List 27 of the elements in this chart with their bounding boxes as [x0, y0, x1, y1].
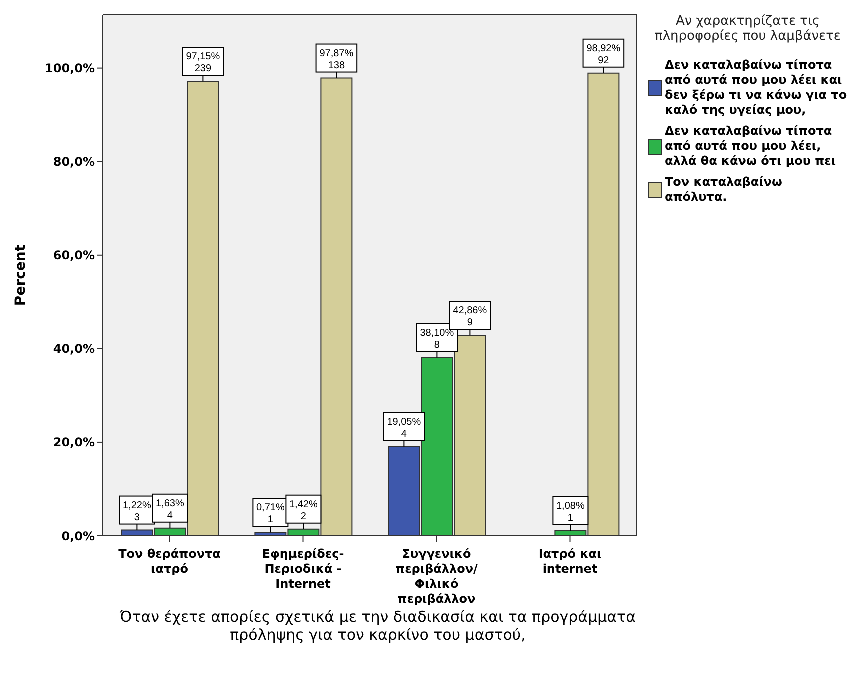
- y-tick-label: 60,0%: [53, 248, 95, 263]
- legend-label: Δεν καταλαβαίνω τίποτα από αυτά που μου λέει, αλλά θα κάνω ότι μου πει: [665, 124, 838, 169]
- legend-label: Τον καταλαβαίνω απόλυτα.: [665, 175, 784, 205]
- legend-label: Δεν καταλαβαίνω τίποτα από αυτά που μου λέει και δεν ξέρω τι να κάνω για το καλό της υγείας μου,: [665, 58, 848, 118]
- data-label: 98,92% 92: [586, 43, 621, 66]
- data-label: 1,63% 4: [156, 498, 184, 522]
- data-label: 19,05% 4: [387, 416, 422, 440]
- data-label: 1,42% 2: [290, 499, 318, 522]
- y-tick-label: 20,0%: [53, 436, 95, 450]
- data-label: 38,10% 8: [420, 328, 454, 351]
- y-axis-title: Percent: [12, 244, 29, 306]
- x-tick-label: Τον θεράποντα ιατρό: [118, 547, 221, 576]
- data-label: 1,22% 3: [123, 500, 152, 524]
- y-tick-label: 80,0%: [53, 155, 95, 170]
- y-tick-label: 100,0%: [45, 62, 95, 76]
- x-axis-title: Όταν έχετε απορίες σχετικά με την διαδικασία και τα προγράμματα πρόληψης για τον καρκίνο του μαστού,: [119, 608, 637, 644]
- x-tick-label: Συγγενικό περιβάλλον/ Φιλικό περιβάλλον: [396, 547, 478, 606]
- data-label: 97,15% 239: [186, 52, 220, 75]
- data-label: 97,87% 138: [320, 48, 354, 72]
- legend-title: Αν χαρακτηρίζατε τις πληροφορίες που λαμβάνετε: [654, 14, 842, 44]
- y-tick-label: 40,0%: [53, 342, 95, 356]
- y-tick-label: 0,0%: [62, 529, 95, 544]
- x-tick-label: Ιατρό και internet: [538, 547, 602, 576]
- data-label: 1,08% 1: [556, 500, 585, 524]
- x-tick-label: Εφημερίδες-Περιοδικά - Internet: [262, 547, 344, 591]
- data-label: 0,71% 1: [256, 502, 285, 526]
- data-label: 42,86% 9: [453, 306, 488, 329]
